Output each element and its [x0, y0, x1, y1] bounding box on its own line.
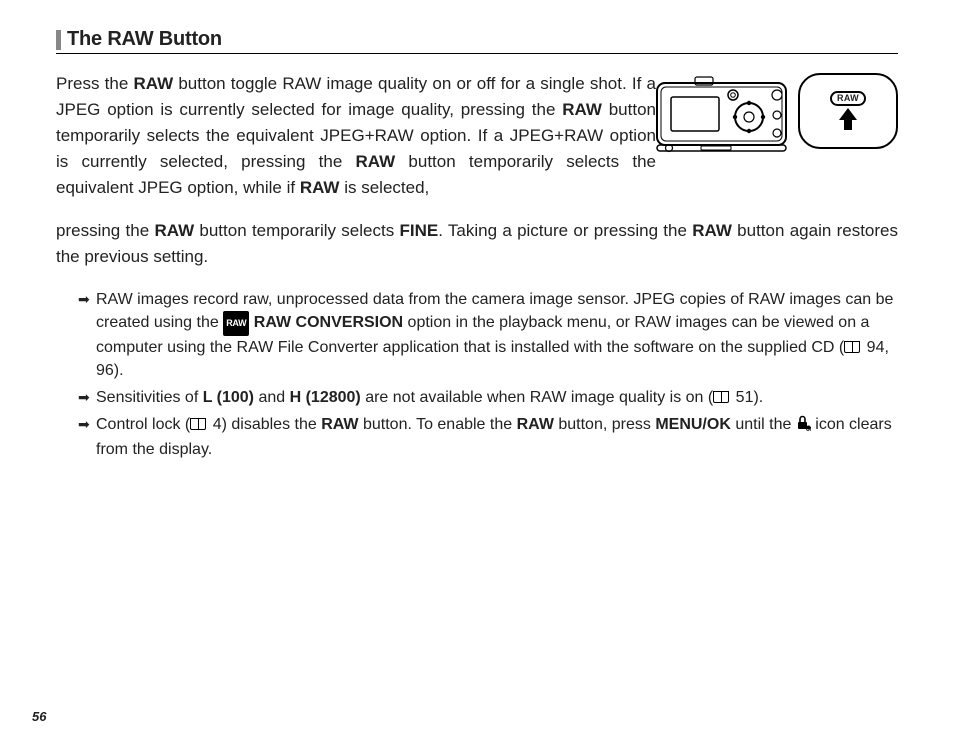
main-content-row: RAW Press the RAW button toggle RAW imag… [56, 71, 898, 270]
note-item-1: RAW images record raw, unprocessed data … [78, 288, 898, 382]
page-ref-icon [713, 391, 729, 403]
heading-accent-bar [56, 30, 61, 50]
section-heading: The RAW Button [67, 28, 222, 51]
body-paragraph-2: pressing the RAW button temporarily sele… [56, 218, 898, 270]
note-item-3: Control lock ( 4) disables the RAW butto… [78, 413, 898, 461]
up-arrow-icon [839, 108, 857, 120]
camera-illustration [655, 73, 788, 155]
page-ref-icon [190, 418, 206, 430]
section-heading-row: The RAW Button [56, 28, 898, 54]
page-ref-icon [844, 341, 860, 353]
body-paragraph-1: Press the RAW button toggle RAW image qu… [56, 71, 656, 201]
raw-button-label: RAW [830, 91, 866, 106]
note-item-2: Sensitivities of L (100) and H (12800) a… [78, 386, 898, 409]
callout-bubble: RAW [798, 73, 898, 149]
control-lock-icon: ON [796, 415, 811, 438]
raw-badge-icon: RAW [223, 311, 249, 336]
page-number: 56 [32, 709, 46, 724]
notes-list: RAW images record raw, unprocessed data … [56, 288, 898, 461]
figure-pair: RAW [655, 73, 898, 155]
